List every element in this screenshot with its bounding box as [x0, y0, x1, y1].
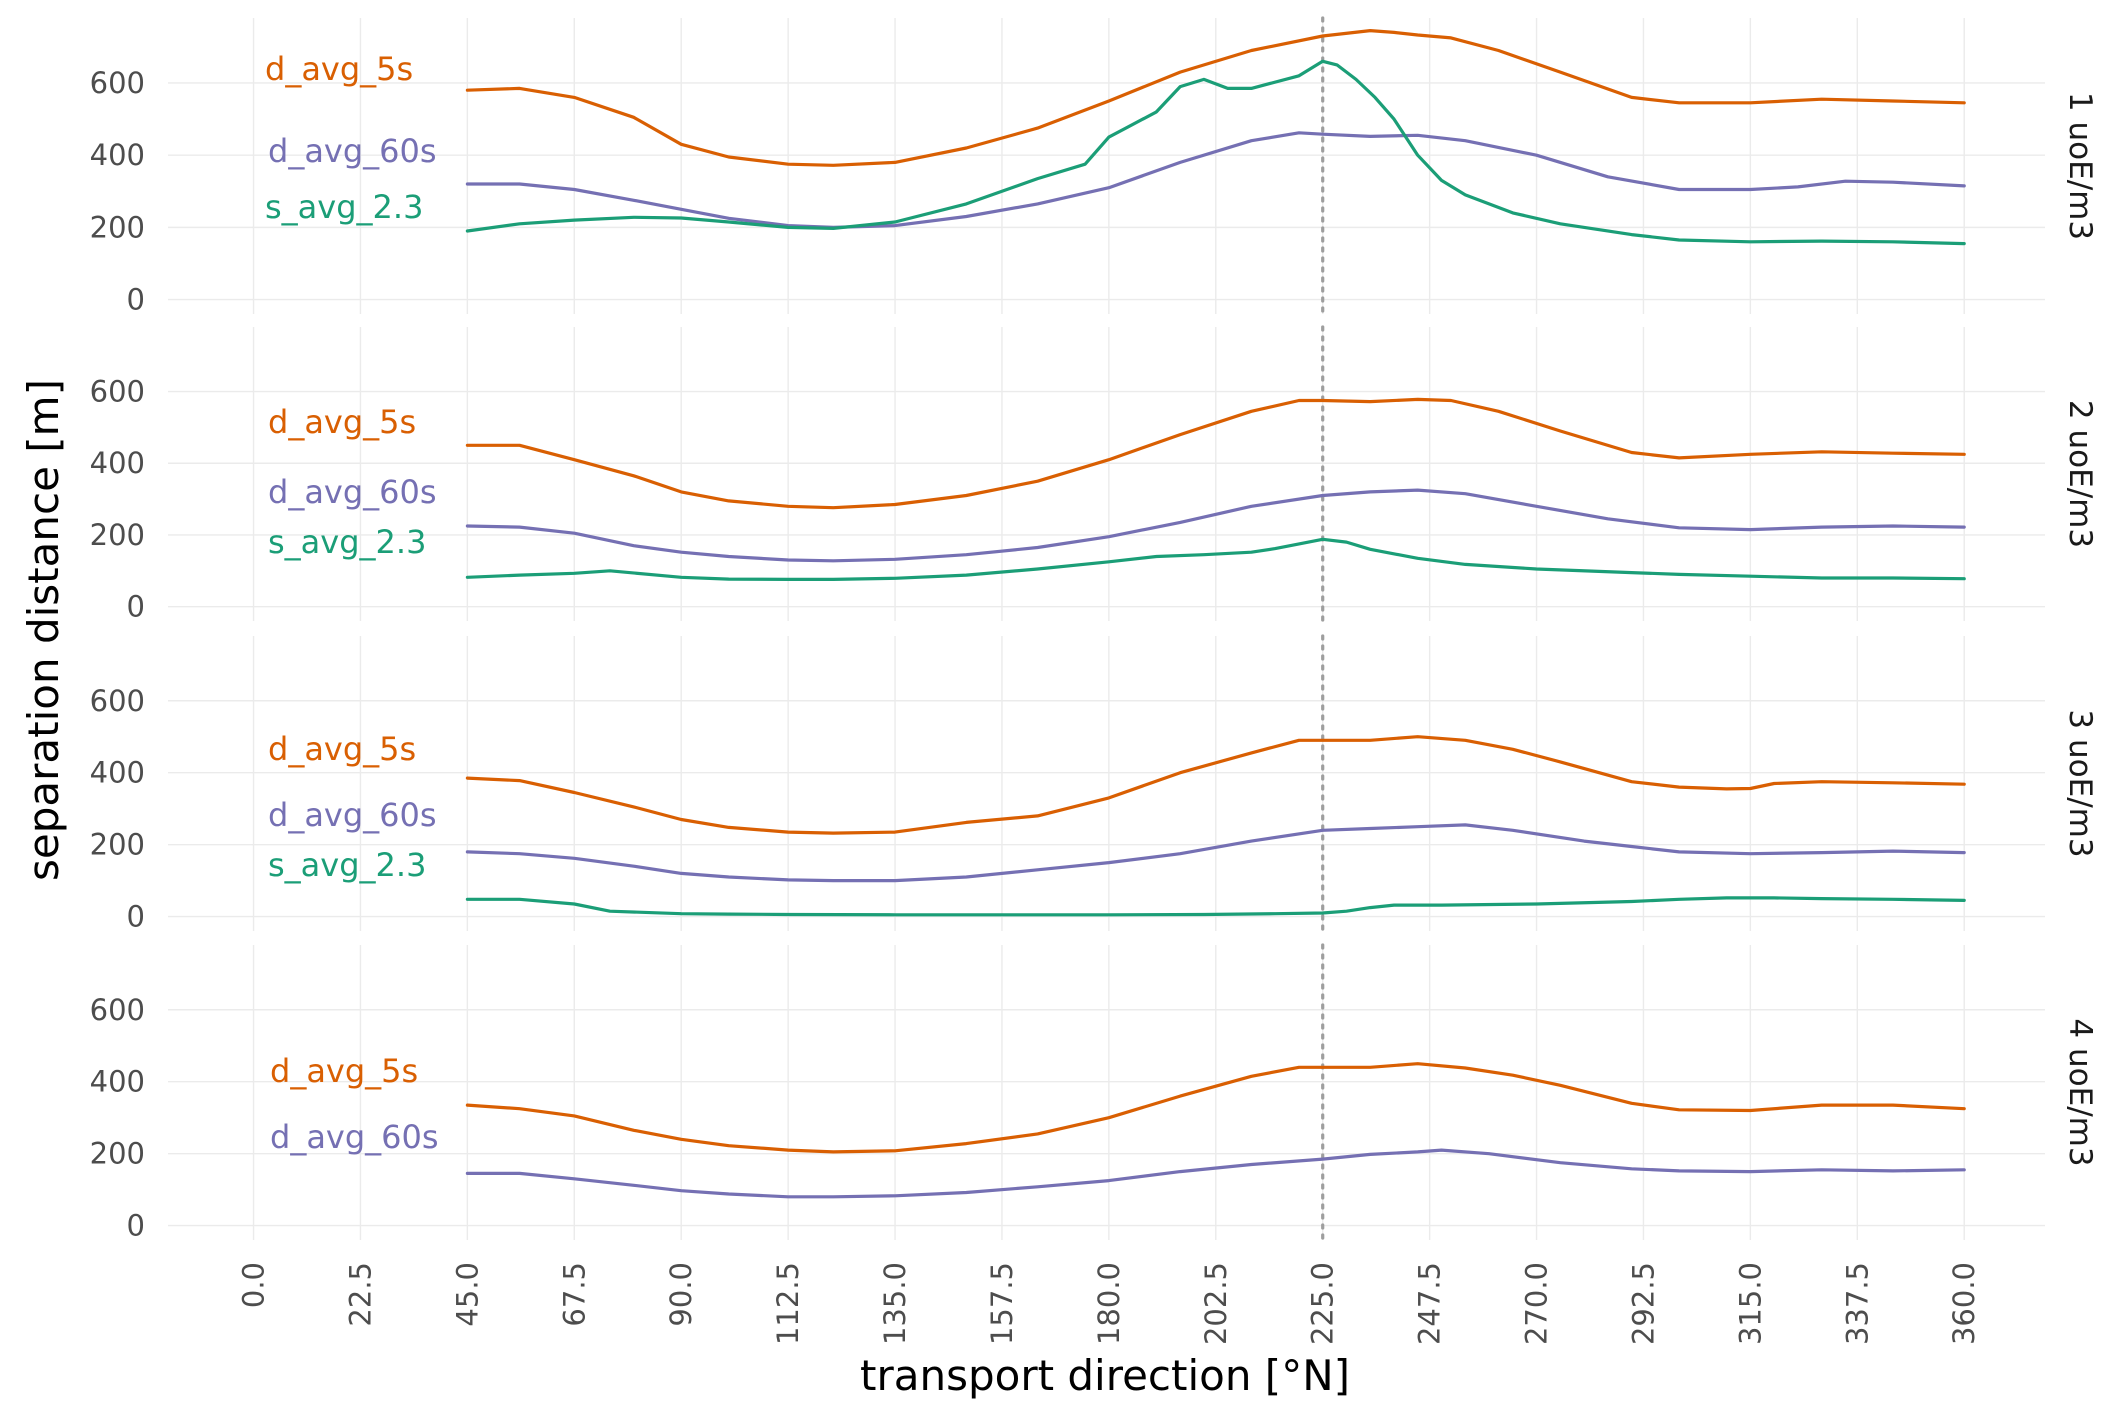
series-label: d_avg_5s	[268, 730, 416, 768]
series-label: d_avg_5s	[270, 1052, 418, 1090]
x-tick-label: 45.0	[450, 1262, 484, 1327]
y-tick-label: 600	[90, 66, 145, 100]
x-tick-label: 90.0	[664, 1262, 698, 1327]
series-line-s-avg-2-3	[465, 59, 1966, 246]
grid-layer	[168, 18, 2045, 1240]
x-axis-title: transport direction [°N]	[860, 1351, 1350, 1400]
x-tick-label: 360.0	[1947, 1262, 1981, 1345]
x-tick-label: 67.5	[557, 1262, 591, 1327]
series-label: d_avg_60s	[270, 1118, 439, 1156]
facet-strip-label: 3 uoE/m3	[2062, 709, 2098, 857]
series-label-layer: d_avg_5s d_avg_60s s_avg_2.3 d_avg_5s d_avg_…	[265, 50, 439, 1156]
series-line-d-avg-5s	[465, 397, 1966, 510]
y-tick-label: 0	[127, 283, 145, 317]
series-label: s_avg_2.3	[268, 846, 426, 884]
x-tick-label-layer: 0.0 22.5 45.0 67.5 90.0 112.5 135.0 157.5 180.0 2…	[237, 1262, 1982, 1345]
x-tick-label: 157.5	[985, 1262, 1019, 1345]
y-tick-label: 0	[127, 1209, 145, 1243]
series-line-s-avg-2-3	[465, 896, 1966, 917]
series-label: d_avg_60s	[268, 473, 437, 511]
y-tick-label-layer: 0 200 400 600 0 200 400 600 0 200 400 600 0 200 400 600	[90, 66, 145, 1243]
strip-label-layer: 1 uoE/m3 2 uoE/m3 3 uoE/m3 4 uoE/m3	[2062, 92, 2098, 1167]
y-tick-label: 0	[127, 900, 145, 934]
y-axis-title: separation distance [m]	[19, 379, 68, 881]
series-line-d-avg-60s	[465, 131, 1966, 229]
y-tick-label: 200	[90, 1137, 145, 1171]
series-line-d-avg-5s	[465, 735, 1966, 835]
facet-strip-label: 1 uoE/m3	[2062, 92, 2098, 240]
series-line-d-avg-5s	[465, 29, 1966, 167]
y-tick-label: 0	[127, 590, 145, 624]
facet-strip-label: 2 uoE/m3	[2062, 400, 2098, 548]
facet-strip-label: 4 uoE/m3	[2062, 1018, 2098, 1166]
y-tick-label: 600	[90, 993, 145, 1027]
x-tick-label: 315.0	[1733, 1262, 1767, 1345]
x-tick-label: 247.5	[1413, 1262, 1447, 1345]
x-tick-label: 225.0	[1306, 1262, 1340, 1345]
y-tick-label: 400	[90, 756, 145, 790]
x-tick-label: 180.0	[1092, 1262, 1126, 1345]
x-tick-label: 112.5	[771, 1262, 805, 1345]
series-label: d_avg_5s	[265, 50, 413, 88]
y-tick-label: 600	[90, 375, 145, 409]
y-tick-label: 200	[90, 518, 145, 552]
series-label: d_avg_5s	[268, 403, 416, 441]
series-label: s_avg_2.3	[265, 188, 423, 226]
x-tick-label: 135.0	[878, 1262, 912, 1345]
y-tick-label: 600	[90, 684, 145, 718]
series-label: d_avg_60s	[268, 796, 437, 834]
x-tick-label: 337.5	[1840, 1262, 1874, 1345]
y-tick-label: 400	[90, 138, 145, 172]
y-tick-label: 400	[90, 1065, 145, 1099]
x-tick-label: 22.5	[343, 1262, 377, 1327]
x-tick-label: 0.0	[237, 1262, 271, 1308]
series-layer	[465, 29, 1966, 1199]
y-tick-label: 200	[90, 210, 145, 244]
x-tick-label: 202.5	[1199, 1262, 1233, 1345]
series-line-d-avg-60s	[465, 488, 1966, 563]
series-label: s_avg_2.3	[268, 523, 426, 561]
y-tick-label: 200	[90, 828, 145, 862]
y-tick-label: 400	[90, 446, 145, 480]
series-label: d_avg_60s	[268, 132, 437, 170]
series-line-d-avg-5s	[465, 1062, 1966, 1154]
series-line-d-avg-60s	[465, 1148, 1966, 1199]
x-tick-label: 270.0	[1520, 1262, 1554, 1345]
x-tick-label: 292.5	[1626, 1262, 1660, 1345]
series-line-d-avg-60s	[465, 823, 1966, 883]
series-line-s-avg-2-3	[465, 537, 1966, 582]
